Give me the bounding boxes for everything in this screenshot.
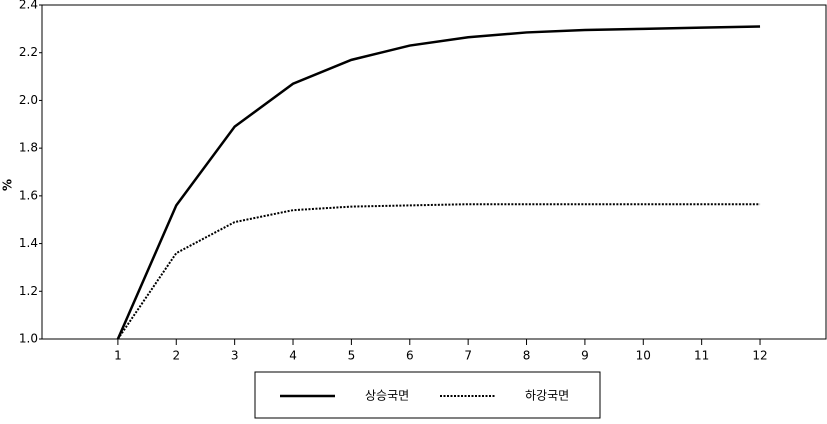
- plot-frame: [41, 4, 827, 340]
- x-tick-label: 11: [694, 349, 709, 363]
- y-tick-label: 2.0: [19, 93, 38, 107]
- legend-box: [254, 371, 601, 419]
- y-tick-label: 2.2: [19, 45, 38, 59]
- series-line: [117, 203, 761, 340]
- y-tick-label: 2.4: [19, 0, 38, 12]
- y-tick-label: 1.0: [19, 332, 38, 346]
- x-tick-label: 5: [348, 349, 356, 363]
- x-tick-label: 3: [231, 349, 239, 363]
- x-tick-label: 4: [289, 349, 297, 363]
- x-tick-label: 2: [172, 349, 180, 363]
- x-tick-label: 10: [636, 349, 651, 363]
- y-axis-label: %: [1, 179, 15, 191]
- y-tick-label: 1.4: [19, 236, 38, 250]
- series-line: [116, 25, 761, 340]
- legend-label: 상승국면: [365, 389, 409, 403]
- y-tick-label: 1.2: [19, 284, 38, 298]
- x-tick-label: 7: [464, 349, 472, 363]
- y-tick-label: 1.6: [19, 188, 38, 202]
- x-tick-label: 6: [406, 349, 414, 363]
- legend-label: 하강국면: [525, 389, 569, 403]
- y-tick-label: 1.8: [19, 141, 38, 155]
- x-tick-label: 12: [752, 349, 767, 363]
- x-tick-label: 8: [523, 349, 531, 363]
- x-tick-label: 1: [114, 349, 122, 363]
- x-tick-label: 9: [581, 349, 589, 363]
